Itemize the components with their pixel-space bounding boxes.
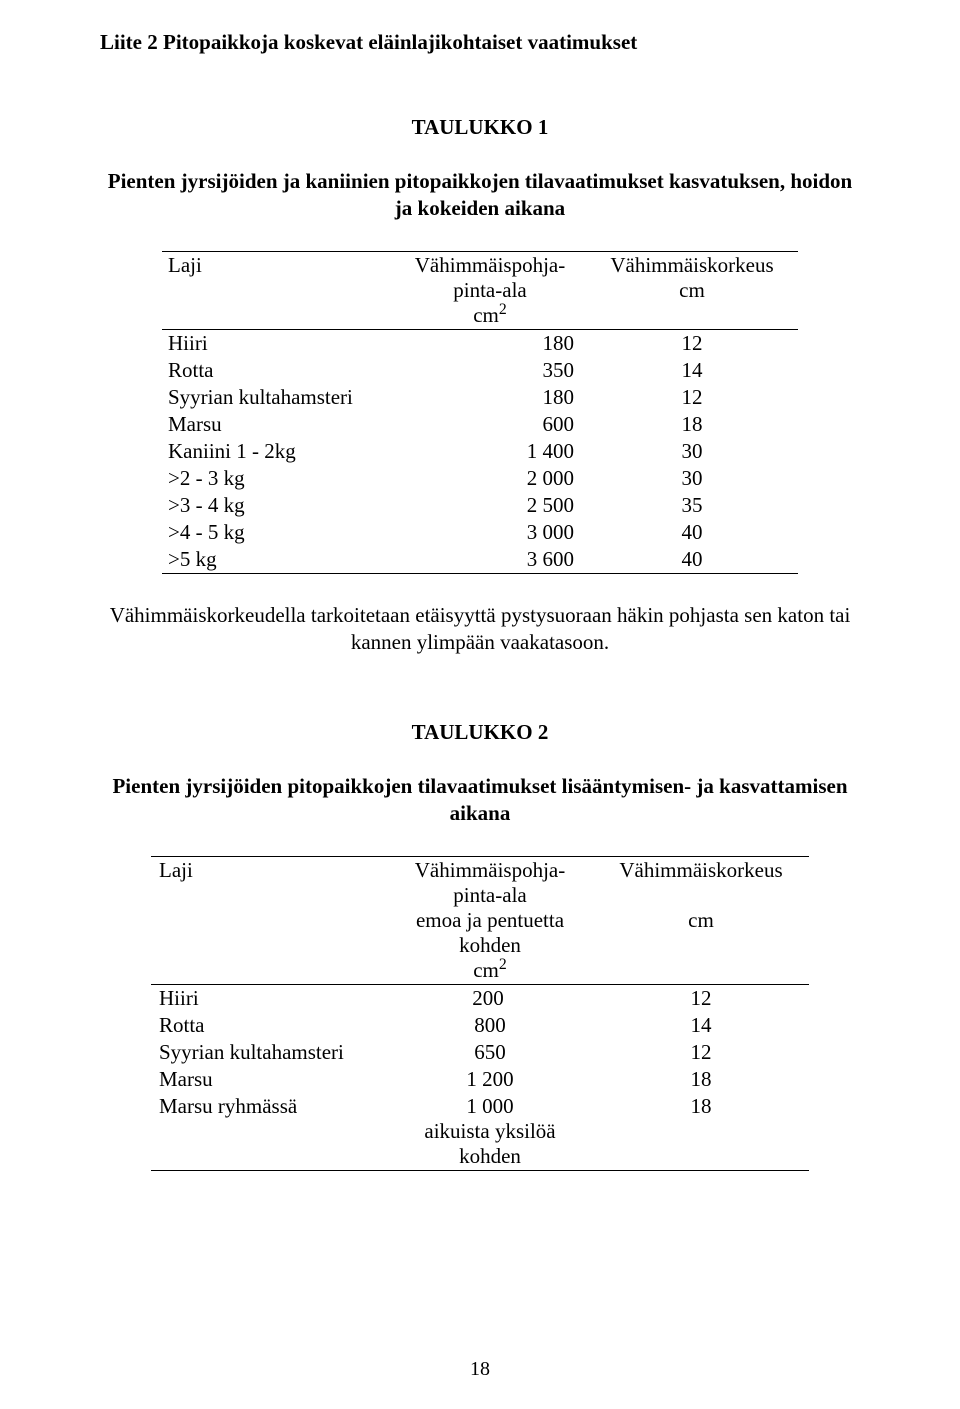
table1-col2-l2: pinta-ala bbox=[453, 278, 526, 302]
cell-area: 180 bbox=[394, 329, 586, 357]
table1-heading: TAULUKKO 1 bbox=[100, 115, 860, 140]
table-row: >2 - 3 kg 2 000 30 bbox=[162, 465, 798, 492]
cell-area: 200 bbox=[387, 984, 593, 1012]
cell-height: 30 bbox=[586, 438, 798, 465]
table-row: Rotta 800 14 bbox=[151, 1012, 809, 1039]
cell-label: Rotta bbox=[162, 357, 394, 384]
table1-col3-header: Vähimmäiskorkeus cm bbox=[586, 251, 798, 329]
table-row: >5 kg 3 600 40 bbox=[162, 546, 798, 574]
cell-area: 800 bbox=[387, 1012, 593, 1039]
table1-header-row: Laji Vähimmäispohja- pinta-ala cm2 Vähim… bbox=[162, 251, 798, 329]
table-row: Kaniini 1 - 2kg 1 400 30 bbox=[162, 438, 798, 465]
table2-col2-header: Vähimmäispohja- pinta-ala emoa ja pentue… bbox=[387, 856, 593, 984]
cell-area: 1 400 bbox=[394, 438, 586, 465]
cell-height: 12 bbox=[593, 984, 809, 1012]
cell-label: >3 - 4 kg bbox=[162, 492, 394, 519]
cell-height: 35 bbox=[586, 492, 798, 519]
table-row: Syyrian kultahamsteri 650 12 bbox=[151, 1039, 809, 1066]
t2c2-l1: Vähimmäispohja- bbox=[415, 858, 565, 882]
cell-height: 18 bbox=[586, 411, 798, 438]
lr-area-l3: kohden bbox=[459, 1144, 521, 1168]
cell-label: Kaniini 1 - 2kg bbox=[162, 438, 394, 465]
cell-area: 350 bbox=[394, 357, 586, 384]
cell-label: Syyrian kultahamsteri bbox=[151, 1039, 387, 1066]
cell-height: 40 bbox=[586, 546, 798, 574]
cell-label: Rotta bbox=[151, 1012, 387, 1039]
page-number: 18 bbox=[0, 1358, 960, 1381]
table1-col1-header: Laji bbox=[162, 251, 394, 329]
cell-area: 3 000 bbox=[394, 519, 586, 546]
lr-area-l1: 1 000 bbox=[466, 1094, 513, 1118]
cell-area: 180 bbox=[394, 384, 586, 411]
cell-area: 3 600 bbox=[394, 546, 586, 574]
t2c2-l2: pinta-ala bbox=[453, 883, 526, 907]
table-row: Hiiri 200 12 bbox=[151, 984, 809, 1012]
table1-subheading: Pienten jyrsijöiden ja kaniinien pitopai… bbox=[100, 168, 860, 223]
t2c2-l5a: cm bbox=[473, 958, 499, 982]
table-row: Syyrian kultahamsteri 180 12 bbox=[162, 384, 798, 411]
t2c3-l3: cm bbox=[688, 908, 714, 932]
cell-label: Hiiri bbox=[151, 984, 387, 1012]
table1-col3-l2: cm bbox=[679, 278, 705, 302]
cell-label: Marsu bbox=[151, 1066, 387, 1093]
cell-height: 12 bbox=[586, 329, 798, 357]
cell-label: >5 kg bbox=[162, 546, 394, 574]
cell-height: 14 bbox=[586, 357, 798, 384]
table-row: Marsu 600 18 bbox=[162, 411, 798, 438]
table-row: Rotta 350 14 bbox=[162, 357, 798, 384]
cell-height: 18 bbox=[593, 1093, 809, 1171]
t2c3-l1: Vähimmäiskorkeus bbox=[619, 858, 782, 882]
table1-col2-header: Vähimmäispohja- pinta-ala cm2 bbox=[394, 251, 586, 329]
document-subtitle: Liite 2 Pitopaikkoja koskevat eläinlajik… bbox=[100, 30, 860, 55]
table1-col2-l1: Vähimmäispohja- bbox=[415, 253, 565, 277]
cell-area: 600 bbox=[394, 411, 586, 438]
cell-height: 12 bbox=[593, 1039, 809, 1066]
table2-subheading: Pienten jyrsijöiden pitopaikkojen tilava… bbox=[100, 773, 860, 828]
cell-height: 18 bbox=[593, 1066, 809, 1093]
table2-header-row: Laji Vähimmäispohja- pinta-ala emoa ja p… bbox=[151, 856, 809, 984]
table-row: >3 - 4 kg 2 500 35 bbox=[162, 492, 798, 519]
table-row: Hiiri 180 12 bbox=[162, 329, 798, 357]
cell-label: Marsu bbox=[162, 411, 394, 438]
table-row: >4 - 5 kg 3 000 40 bbox=[162, 519, 798, 546]
lr-area-l2: aikuista yksilöä bbox=[424, 1119, 555, 1143]
table1: Laji Vähimmäispohja- pinta-ala cm2 Vähim… bbox=[162, 251, 798, 574]
cell-label: Marsu ryhmässä bbox=[151, 1093, 387, 1171]
cell-height: 30 bbox=[586, 465, 798, 492]
cell-label: Hiiri bbox=[162, 329, 394, 357]
table2: Laji Vähimmäispohja- pinta-ala emoa ja p… bbox=[151, 856, 809, 1171]
cell-area: 2 500 bbox=[394, 492, 586, 519]
table1-col2-sup: 2 bbox=[499, 301, 507, 318]
table1-col3-l1: Vähimmäiskorkeus bbox=[610, 253, 773, 277]
cell-height: 12 bbox=[586, 384, 798, 411]
cell-area: 650 bbox=[387, 1039, 593, 1066]
cell-area-multi: 1 000 aikuista yksilöä kohden bbox=[387, 1093, 593, 1171]
t2c2-l3: emoa ja pentuetta bbox=[416, 908, 564, 932]
t2c2-sup: 2 bbox=[499, 956, 507, 973]
table1-note: Vähimmäiskorkeudella tarkoitetaan etäisy… bbox=[100, 602, 860, 657]
table-row: Marsu 1 200 18 bbox=[151, 1066, 809, 1093]
table1-col2-l3a: cm bbox=[473, 303, 499, 327]
table2-heading: TAULUKKO 2 bbox=[100, 720, 860, 745]
table-row: Marsu ryhmässä 1 000 aikuista yksilöä ko… bbox=[151, 1093, 809, 1171]
cell-height: 40 bbox=[586, 519, 798, 546]
cell-area: 1 200 bbox=[387, 1066, 593, 1093]
table2-col1-header: Laji bbox=[151, 856, 387, 984]
cell-label: Syyrian kultahamsteri bbox=[162, 384, 394, 411]
t2c2-l4: kohden bbox=[459, 933, 521, 957]
table2-col3-header: Vähimmäiskorkeus cm bbox=[593, 856, 809, 984]
cell-height: 14 bbox=[593, 1012, 809, 1039]
cell-label: >2 - 3 kg bbox=[162, 465, 394, 492]
cell-area: 2 000 bbox=[394, 465, 586, 492]
cell-label: >4 - 5 kg bbox=[162, 519, 394, 546]
